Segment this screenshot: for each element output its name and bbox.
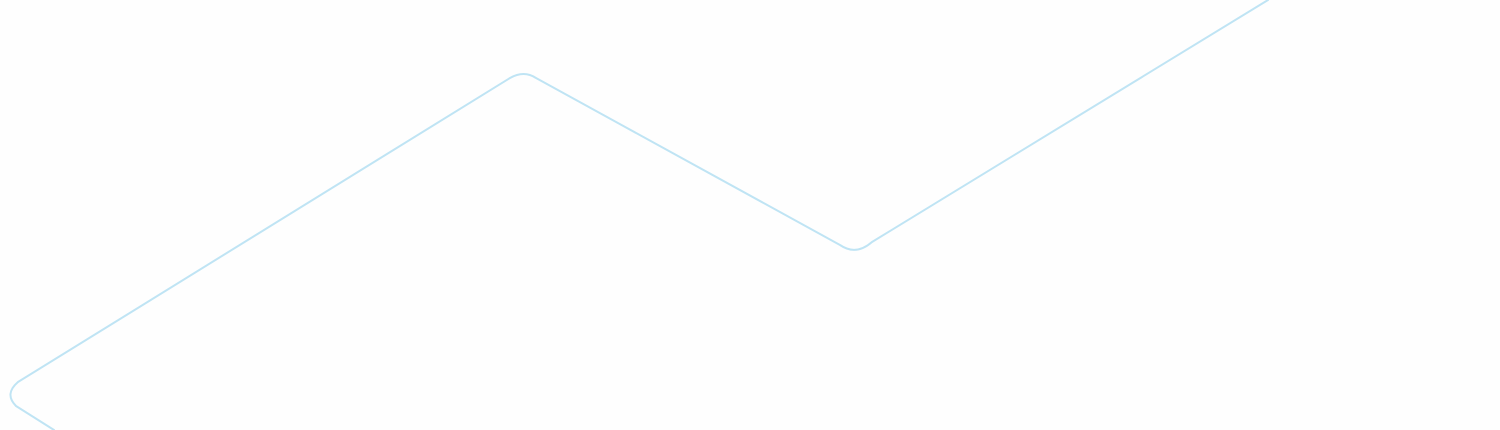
zigzag-outline-path xyxy=(9,0,1269,430)
